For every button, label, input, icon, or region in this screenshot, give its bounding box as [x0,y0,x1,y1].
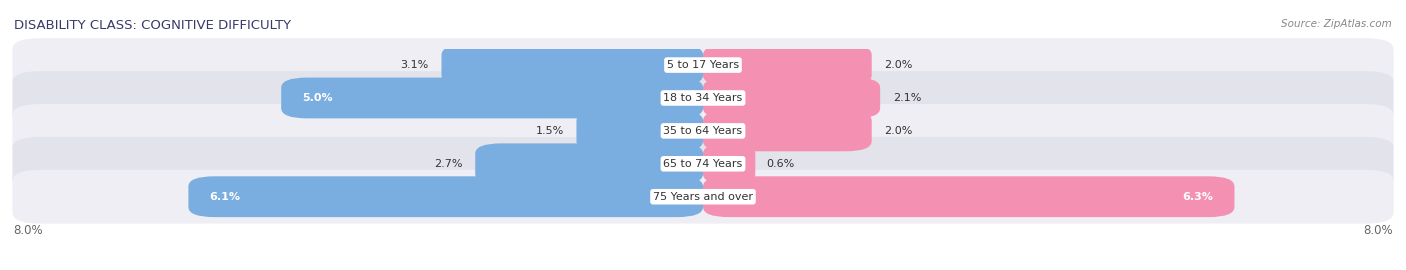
Text: 6.1%: 6.1% [209,192,240,202]
FancyBboxPatch shape [13,170,1393,224]
FancyBboxPatch shape [441,45,703,86]
FancyBboxPatch shape [13,71,1393,125]
Text: 2.1%: 2.1% [893,93,921,103]
FancyBboxPatch shape [475,143,703,184]
FancyBboxPatch shape [703,176,1234,217]
Text: 2.0%: 2.0% [884,60,912,70]
FancyBboxPatch shape [13,104,1393,158]
Text: 75 Years and over: 75 Years and over [652,192,754,202]
Text: DISABILITY CLASS: COGNITIVE DIFFICULTY: DISABILITY CLASS: COGNITIVE DIFFICULTY [14,19,291,32]
FancyBboxPatch shape [703,110,872,151]
FancyBboxPatch shape [703,77,880,118]
Text: 35 to 64 Years: 35 to 64 Years [664,126,742,136]
Text: 18 to 34 Years: 18 to 34 Years [664,93,742,103]
FancyBboxPatch shape [13,137,1393,191]
Text: 6.3%: 6.3% [1182,192,1213,202]
Text: 5.0%: 5.0% [302,93,333,103]
Text: 5 to 17 Years: 5 to 17 Years [666,60,740,70]
Text: 1.5%: 1.5% [536,126,564,136]
Text: 3.1%: 3.1% [401,60,429,70]
FancyBboxPatch shape [703,45,872,86]
FancyBboxPatch shape [13,38,1393,92]
FancyBboxPatch shape [188,176,703,217]
Text: 0.6%: 0.6% [766,159,794,169]
FancyBboxPatch shape [576,110,703,151]
Text: 65 to 74 Years: 65 to 74 Years [664,159,742,169]
Text: Source: ZipAtlas.com: Source: ZipAtlas.com [1281,19,1392,29]
Text: 2.0%: 2.0% [884,126,912,136]
Text: 2.7%: 2.7% [434,159,463,169]
FancyBboxPatch shape [281,77,703,118]
FancyBboxPatch shape [703,143,755,184]
